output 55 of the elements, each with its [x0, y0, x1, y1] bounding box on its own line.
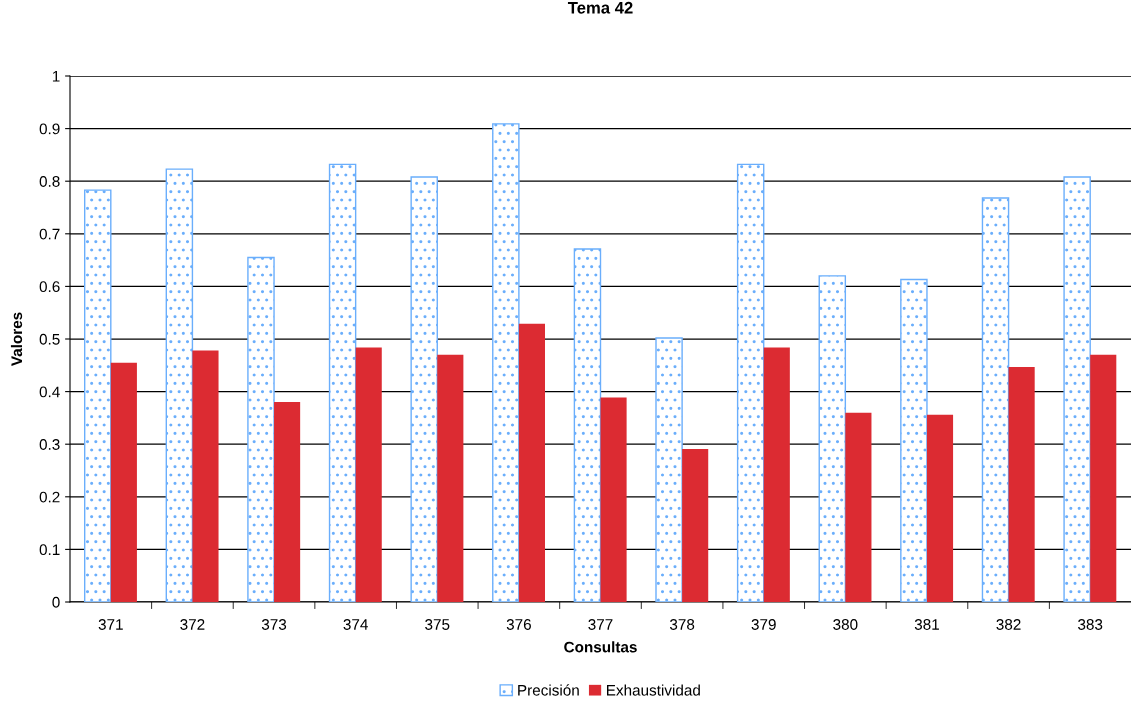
x-tick-label: 375 [425, 619, 450, 630]
y-tick-label: 0.1 [39, 544, 60, 556]
x-tick-label: 376 [506, 619, 531, 630]
bar [83, 189, 112, 602]
x-tick-label: 381 [914, 619, 939, 630]
x-tick-label: 380 [833, 619, 858, 630]
bar [410, 176, 438, 602]
y-axis-title: Valores [10, 312, 23, 367]
y-tick-label: 0.8 [39, 176, 60, 187]
y-tick-label: 0.6 [39, 281, 60, 293]
y-tick-label: 0.4 [39, 386, 60, 398]
y-tick-label: 0.2 [39, 491, 60, 503]
bar [682, 448, 709, 602]
bar [192, 350, 219, 602]
y-tick-label: 1 [52, 71, 60, 82]
x-tick-label: 382 [996, 619, 1021, 630]
x-tick-label: 371 [98, 619, 123, 630]
x-tick-label: 378 [669, 619, 695, 630]
legend-label: Precisión [518, 684, 579, 696]
y-tick-label: 0 [52, 596, 60, 608]
bar [926, 414, 954, 602]
bar [1090, 354, 1117, 602]
x-tick-label: 373 [261, 619, 287, 630]
legend-label: Exhaustividad [607, 684, 700, 696]
bar [110, 362, 137, 602]
bar [655, 337, 683, 602]
bar [518, 323, 545, 602]
bar [355, 347, 382, 602]
x-tick-label: 372 [180, 619, 205, 630]
x-tick-label: 374 [343, 619, 368, 630]
x-tick-label: 377 [588, 619, 613, 630]
bar [492, 123, 520, 602]
y-tick-label: 0.7 [39, 228, 60, 240]
bar [247, 256, 275, 602]
bar [274, 402, 301, 602]
bar [600, 397, 627, 602]
bar [1063, 176, 1091, 602]
bar [981, 197, 1010, 602]
bar [845, 412, 872, 602]
x-tick-label: 379 [751, 619, 776, 630]
bar [736, 163, 765, 602]
x-tick-label: 383 [1078, 619, 1103, 630]
bar [900, 278, 928, 602]
y-tick-label: 0.3 [39, 439, 60, 450]
bar [818, 275, 847, 602]
bar [437, 354, 464, 602]
bar [573, 248, 602, 602]
bar [328, 163, 357, 602]
bar [1008, 366, 1035, 602]
bar [763, 347, 790, 602]
x-axis-title: Consultas [564, 641, 637, 653]
bar [165, 168, 194, 602]
y-tick-label: 0.9 [39, 123, 60, 135]
y-tick-label: 0.5 [39, 333, 60, 345]
chart-title: Tema 42 [567, 1, 633, 14]
